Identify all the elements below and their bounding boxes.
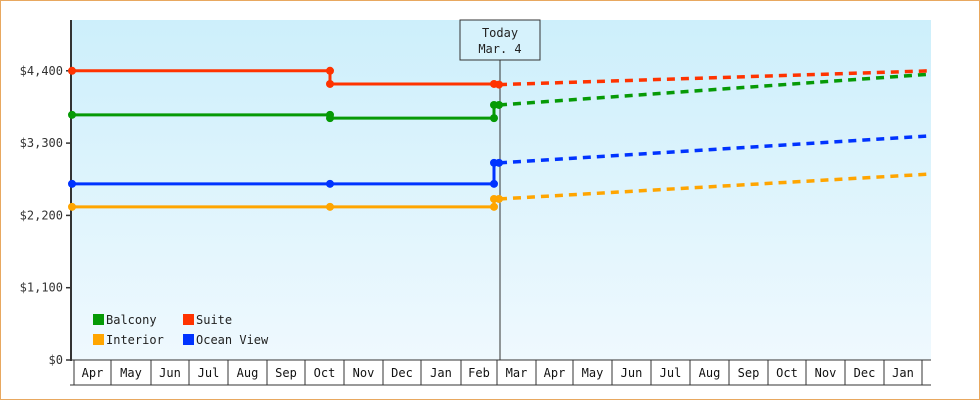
plot-area <box>72 20 931 360</box>
legend-swatch <box>183 314 194 325</box>
x-month-label: Mar <box>506 366 528 380</box>
legend-item-interior[interactable]: Interior <box>93 333 164 347</box>
y-axis: $0 $1,100 $2,200 $3,300 $4,400 <box>20 20 72 367</box>
data-point[interactable] <box>68 110 76 119</box>
data-point[interactable] <box>326 202 334 211</box>
legend-label: Balcony <box>106 313 157 327</box>
series-interior <box>68 172 932 211</box>
x-month-label: Feb <box>468 366 490 380</box>
x-axis: Apr May Jun Jul Aug Sep Oct Nov Dec Jan Feb Mar Apr M… <box>70 359 931 386</box>
x-month-label: Sep <box>275 366 297 380</box>
data-point[interactable] <box>68 202 76 211</box>
x-month-label: Oct <box>314 366 336 380</box>
x-month-label: Aug <box>699 366 721 380</box>
data-point[interactable] <box>326 179 334 188</box>
x-month-label: Nov <box>353 366 375 380</box>
x-month-label: Apr <box>544 366 566 380</box>
today-box <box>459 19 541 61</box>
legend: Balcony Suite Interior Ocean View <box>93 313 269 347</box>
forecast-line <box>498 69 932 87</box>
y-tick-label: $3,300 <box>20 136 63 150</box>
data-point[interactable] <box>326 114 334 123</box>
forecast-line <box>498 172 932 201</box>
x-month-label: May <box>120 366 142 380</box>
x-month-label: Nov <box>815 366 837 380</box>
legend-item-ocean-view[interactable]: Ocean View <box>183 333 269 347</box>
series-balcony <box>68 72 932 123</box>
data-point[interactable] <box>326 66 334 75</box>
x-month-label: Jan <box>430 366 452 380</box>
legend-item-balcony[interactable]: Balcony <box>93 313 157 327</box>
x-month-label: Jan <box>892 366 914 380</box>
y-tick-label: $0 <box>49 353 63 367</box>
x-month-label: Apr <box>82 366 104 380</box>
legend-swatch <box>183 334 194 345</box>
today-marker: Today Mar. 4 <box>459 19 541 360</box>
y-tick-label: $4,400 <box>20 64 63 78</box>
legend-swatch <box>93 334 104 345</box>
series-ocean-view <box>68 134 932 188</box>
legend-label: Suite <box>196 313 232 327</box>
legend-label: Ocean View <box>196 333 269 347</box>
x-month-label: Dec <box>854 366 876 380</box>
data-point[interactable] <box>490 202 498 211</box>
x-month-label: Jul <box>198 366 220 380</box>
data-point[interactable] <box>68 66 76 75</box>
x-month-label: May <box>582 366 604 380</box>
legend-item-suite[interactable]: Suite <box>183 313 232 327</box>
legend-label: Interior <box>106 333 164 347</box>
forecast-line <box>498 134 932 165</box>
data-point[interactable] <box>326 79 334 88</box>
today-label: Today <box>482 26 518 40</box>
data-point[interactable] <box>490 179 498 188</box>
x-month-label: Aug <box>237 366 259 380</box>
series-suite <box>68 66 932 89</box>
x-month-label: Dec <box>391 366 413 380</box>
data-point[interactable] <box>490 114 498 123</box>
x-month-label: Sep <box>738 366 760 380</box>
series-lines <box>68 66 932 211</box>
y-tick-label: $2,200 <box>20 208 63 222</box>
x-month-label: Jun <box>159 366 181 380</box>
today-date: Mar. 4 <box>478 42 521 56</box>
y-tick-label: $1,100 <box>20 281 63 295</box>
legend-swatch <box>93 314 104 325</box>
x-month-label: Jun <box>621 366 643 380</box>
x-month-label: Jul <box>660 366 682 380</box>
data-point[interactable] <box>68 179 76 188</box>
x-month-label: Oct <box>776 366 798 380</box>
forecast-line <box>498 72 932 107</box>
